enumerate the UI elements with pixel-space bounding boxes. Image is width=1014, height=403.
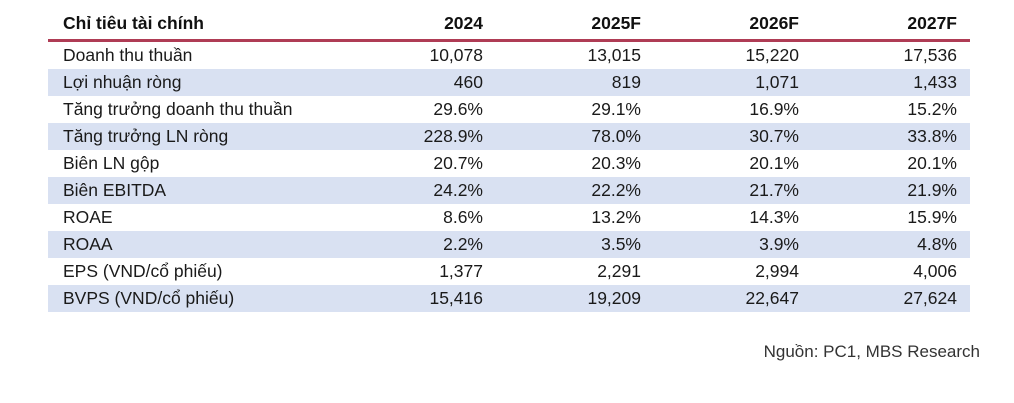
cell-value: 16.9% xyxy=(749,99,799,119)
row-label: Biên EBITDA xyxy=(63,180,167,200)
cell-value: 3.9% xyxy=(759,234,799,254)
table-row: Tăng trưởng doanh thu thuần 29.6% 29.1% … xyxy=(48,96,970,123)
cell-value: 819 xyxy=(611,72,641,92)
cell-value: 21.7% xyxy=(749,180,799,200)
financial-metrics-table: Chỉ tiêu tài chính 2024 2025F 2026F 2027… xyxy=(48,8,970,312)
cell-value: 20.1% xyxy=(749,153,799,173)
cell-value: 228.9% xyxy=(423,126,483,146)
table-row: ROAE 8.6% 13.2% 14.3% 15.9% xyxy=(48,204,970,231)
row-label: Tăng trưởng doanh thu thuần xyxy=(63,99,293,119)
cell-value: 460 xyxy=(453,72,483,92)
cell-value: 1,433 xyxy=(913,72,957,92)
source-attribution: Nguồn: PC1, MBS Research xyxy=(763,342,980,361)
cell-value: 22.2% xyxy=(591,180,641,200)
table-row: BVPS (VND/cổ phiếu) 15,416 19,209 22,647… xyxy=(48,285,970,312)
cell-value: 19,209 xyxy=(587,288,641,308)
table-row: Biên EBITDA 24.2% 22.2% 21.7% 21.9% xyxy=(48,177,970,204)
cell-value: 27,624 xyxy=(903,288,957,308)
cell-value: 13.2% xyxy=(591,207,641,227)
cell-value: 22,647 xyxy=(745,288,799,308)
table-row: Biên LN gộp 20.7% 20.3% 20.1% 20.1% xyxy=(48,150,970,177)
cell-value: 29.1% xyxy=(591,99,641,119)
cell-value: 33.8% xyxy=(907,126,957,146)
cell-value: 30.7% xyxy=(749,126,799,146)
cell-value: 21.9% xyxy=(907,180,957,200)
cell-value: 15.2% xyxy=(907,99,957,119)
table-row: Tăng trưởng LN ròng 228.9% 78.0% 30.7% 3… xyxy=(48,123,970,150)
cell-value: 15,220 xyxy=(745,45,799,65)
row-label: ROAE xyxy=(63,207,113,227)
row-label: ROAA xyxy=(63,234,113,254)
cell-value: 17,536 xyxy=(903,45,957,65)
row-label: Doanh thu thuần xyxy=(63,45,193,65)
cell-value: 1,071 xyxy=(755,72,799,92)
table-row: EPS (VND/cổ phiếu) 1,377 2,291 2,994 4,0… xyxy=(48,258,970,285)
row-label: Tăng trưởng LN ròng xyxy=(63,126,229,146)
header-year-2026f: 2026F xyxy=(654,8,812,42)
table-header-row: Chỉ tiêu tài chính 2024 2025F 2026F 2027… xyxy=(48,8,970,42)
row-label: Lợi nhuận ròng xyxy=(63,72,182,92)
cell-value: 20.3% xyxy=(591,153,641,173)
row-label: BVPS (VND/cổ phiếu) xyxy=(63,288,235,308)
cell-value: 2,291 xyxy=(597,261,641,281)
table-row: ROAA 2.2% 3.5% 3.9% 4.8% xyxy=(48,231,970,258)
header-year-2027f: 2027F xyxy=(812,8,970,42)
cell-value: 20.7% xyxy=(433,153,483,173)
cell-value: 3.5% xyxy=(601,234,641,254)
cell-value: 15,416 xyxy=(429,288,483,308)
table-row: Lợi nhuận ròng 460 819 1,071 1,433 xyxy=(48,69,970,96)
cell-value: 29.6% xyxy=(433,99,483,119)
cell-value: 10,078 xyxy=(429,45,483,65)
header-metric-label: Chỉ tiêu tài chính xyxy=(48,8,338,42)
row-label: EPS (VND/cổ phiếu) xyxy=(63,261,223,281)
header-year-2024: 2024 xyxy=(338,8,496,42)
cell-value: 4,006 xyxy=(913,261,957,281)
financial-table-container: Chỉ tiêu tài chính 2024 2025F 2026F 2027… xyxy=(48,8,970,312)
cell-value: 2.2% xyxy=(443,234,483,254)
header-year-2025f: 2025F xyxy=(496,8,654,42)
cell-value: 2,994 xyxy=(755,261,799,281)
cell-value: 20.1% xyxy=(907,153,957,173)
cell-value: 4.8% xyxy=(917,234,957,254)
cell-value: 13,015 xyxy=(587,45,641,65)
cell-value: 15.9% xyxy=(907,207,957,227)
cell-value: 8.6% xyxy=(443,207,483,227)
table-row: Doanh thu thuần 10,078 13,015 15,220 17,… xyxy=(48,41,970,70)
cell-value: 24.2% xyxy=(433,180,483,200)
cell-value: 1,377 xyxy=(439,261,483,281)
row-label: Biên LN gộp xyxy=(63,153,160,173)
cell-value: 78.0% xyxy=(591,126,641,146)
cell-value: 14.3% xyxy=(749,207,799,227)
